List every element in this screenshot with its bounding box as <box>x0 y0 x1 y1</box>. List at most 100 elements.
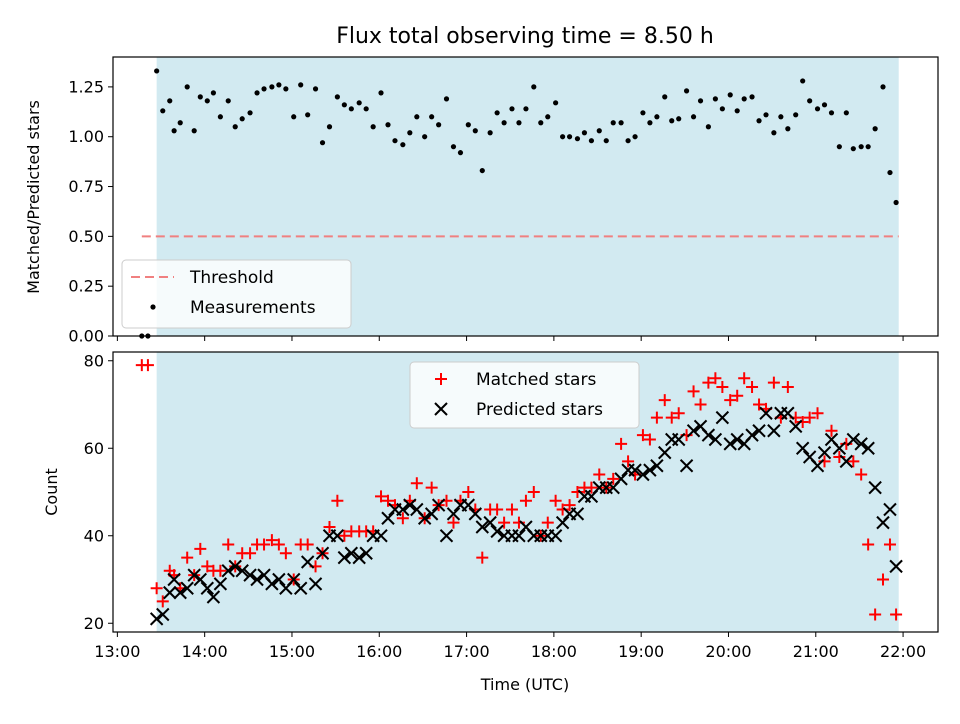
measurement-point <box>603 138 609 144</box>
predicted-star-point <box>374 529 388 543</box>
predicted-star-point <box>187 568 201 582</box>
matched-star-point <box>279 547 292 560</box>
predicted-star-stroke-b <box>519 520 533 534</box>
predicted-star-point <box>431 498 446 512</box>
predicted-star-stroke-b <box>759 406 773 420</box>
predicted-star-point <box>889 559 903 574</box>
measurement-point <box>793 112 799 118</box>
matched-star-point <box>811 407 824 420</box>
predicted-star-point <box>759 406 773 420</box>
measurement-point <box>341 102 347 108</box>
legend-measurements-label: Measurements <box>190 298 316 318</box>
predicted-star-stroke-b <box>876 515 890 530</box>
predicted-star-point <box>287 572 301 587</box>
bottom-y-tick-label: 40 <box>84 526 104 545</box>
bottom-x-tick-label: 18:00 <box>531 642 577 661</box>
measurement-point <box>261 86 267 92</box>
predicted-star-stroke-b <box>431 498 446 512</box>
predicted-star-stroke-b <box>352 550 366 565</box>
top-y-ticks: 0.00 0.25 0.50 0.75 1.00 1.25 <box>68 77 113 346</box>
top-y-tick-label: 1.00 <box>68 127 104 146</box>
matched-star-point <box>541 516 554 529</box>
predicted-star-point <box>163 585 177 600</box>
predicted-star-stroke-b <box>265 577 279 591</box>
predicted-star-stroke-b <box>344 546 359 560</box>
predicted-star-stroke-b <box>287 572 301 587</box>
measurement-point <box>356 100 362 106</box>
chart-title: Flux total observing time = 8.50 h <box>336 24 714 49</box>
top-x-ticks <box>116 336 904 341</box>
predicted-star-point <box>308 577 323 591</box>
matched-star-point <box>781 381 794 393</box>
predicted-star-point <box>149 612 164 626</box>
bottom-x-tick-label: 15:00 <box>269 642 315 661</box>
matched-star-point <box>636 429 649 442</box>
predicted-star-stroke-b <box>693 419 708 434</box>
predicted-star-point <box>483 515 497 530</box>
matched-star-point <box>447 516 460 529</box>
predicted-star-stroke-b <box>293 581 308 595</box>
predicted-star-stroke-b <box>257 568 271 582</box>
predicted-star-stroke-b <box>410 502 424 517</box>
matched-star-point <box>622 455 635 468</box>
predicted-star-stroke-b <box>679 459 694 473</box>
matched-star-point <box>890 608 903 621</box>
predicted-star-point <box>876 515 890 530</box>
measurement-point <box>705 124 711 130</box>
measurement-point <box>523 106 529 112</box>
predicted-star-point <box>213 577 228 591</box>
predicted-star-point <box>854 437 868 451</box>
measurement-point <box>553 100 559 106</box>
predicted-star-stroke-b <box>767 424 781 438</box>
predicted-star-stroke-b <box>173 585 187 600</box>
predicted-star-stroke-b <box>468 507 483 521</box>
predicted-star-stroke-b <box>490 524 504 539</box>
predicted-star-point <box>868 480 882 495</box>
measurement-point <box>370 124 376 130</box>
predicted-star-point <box>468 507 483 521</box>
predicted-star-stroke-b <box>854 437 868 451</box>
predicted-star-point <box>686 424 701 438</box>
matched-star-points <box>135 359 903 621</box>
predicted-star-point <box>221 564 235 578</box>
measurement-point <box>400 142 406 148</box>
measurement-point <box>191 128 197 134</box>
measurement-point <box>843 110 849 116</box>
predicted-star-point <box>446 507 461 521</box>
predicted-star-stroke-b <box>221 564 235 578</box>
predicted-star-point <box>767 424 781 438</box>
matched-star-point <box>141 359 154 372</box>
matched-star-point <box>738 372 751 385</box>
measurement-point <box>184 84 190 90</box>
matched-star-point <box>338 529 351 542</box>
predicted-star-stroke-b <box>403 498 417 512</box>
predicted-star-stroke-b <box>686 424 701 438</box>
top-y-tick-label: 0.75 <box>68 177 104 196</box>
measurement-point <box>807 98 813 104</box>
bottom-x-tick-label: 13:00 <box>94 642 140 661</box>
predicted-star-point <box>548 529 563 543</box>
measurement-points <box>139 68 899 339</box>
measurement-point <box>283 86 289 92</box>
predicted-star-stroke-b <box>163 585 177 600</box>
measurement-point <box>778 114 784 120</box>
measurement-point <box>654 114 660 120</box>
predicted-star-stroke-b <box>650 459 664 473</box>
measurement-point <box>210 90 216 96</box>
measurement-point <box>697 98 704 104</box>
measurement-point <box>363 106 369 112</box>
bottom-legend: Matched stars Predicted stars <box>409 361 640 429</box>
measurement-point <box>727 92 733 98</box>
predicted-star-stroke-b <box>374 529 388 543</box>
predicted-star-stroke-b <box>795 441 810 455</box>
predicted-star-stroke-b <box>337 550 352 565</box>
predicted-star-point <box>381 511 395 525</box>
predicted-star-stroke-b <box>243 568 257 582</box>
matched-star-point <box>877 573 889 586</box>
matched-star-point <box>883 538 896 551</box>
measurement-point <box>436 122 442 128</box>
bottom-x-tick-label: 19:00 <box>618 642 664 661</box>
measurement-point <box>407 130 413 136</box>
predicted-star-stroke-b <box>200 581 214 595</box>
measurement-point <box>392 138 398 144</box>
